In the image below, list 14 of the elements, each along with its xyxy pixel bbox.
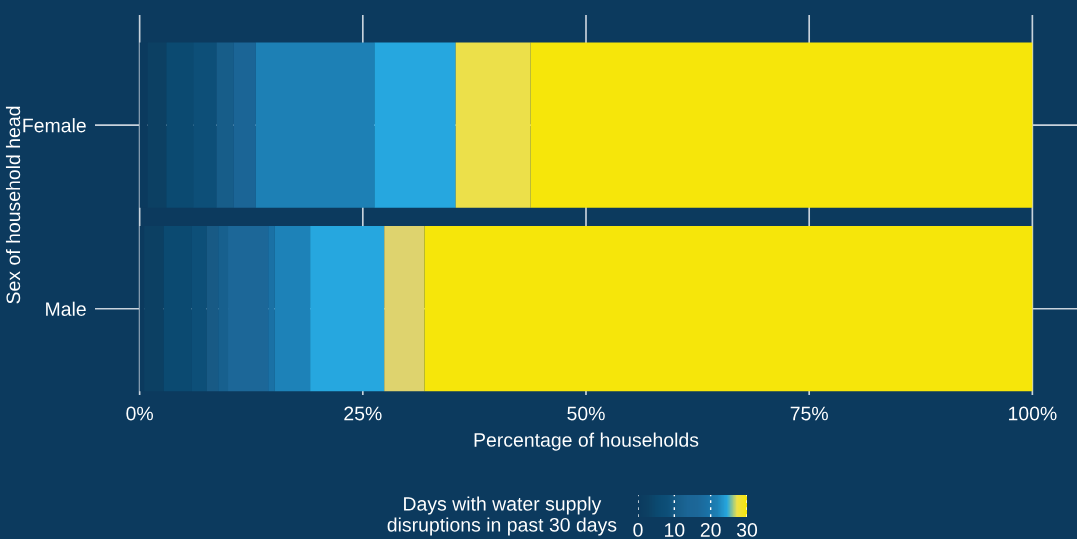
x-tick-label: 25% bbox=[344, 406, 382, 421]
color-bar-title: Days with water supply disruptions in past 30 days bbox=[387, 496, 617, 536]
y-tick-label: Male bbox=[46, 301, 86, 316]
color-bar-label: 30 bbox=[736, 523, 758, 537]
color-bar-label: 10 bbox=[665, 523, 685, 537]
x-tick-label: 75% bbox=[790, 406, 828, 421]
y-axis-title: Sex of household head bbox=[5, 106, 21, 304]
y-tick-label: Female bbox=[23, 118, 86, 133]
x-tick-label: 50% bbox=[567, 406, 605, 421]
x-tick-label: 100% bbox=[1008, 406, 1057, 421]
x-axis-title: Percentage of households bbox=[474, 432, 699, 451]
color-bar-label: 0 bbox=[633, 523, 643, 537]
x-tick-label: 0% bbox=[126, 406, 153, 421]
color-bar-label: 20 bbox=[700, 523, 721, 537]
